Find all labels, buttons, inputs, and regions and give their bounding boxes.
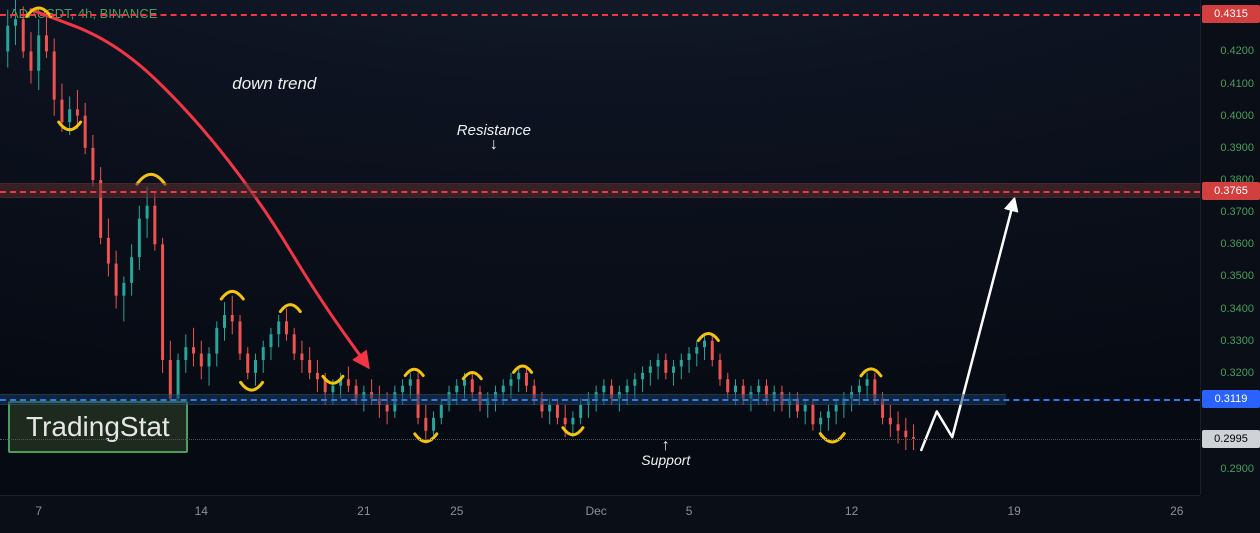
plot-area[interactable]: ADAUSDT, 4h, BINANCE TradingStat down tr…: [0, 0, 1200, 495]
y-tick: 0.3600: [1204, 238, 1260, 250]
x-tick: 12: [845, 504, 858, 518]
x-tick: 21: [357, 504, 370, 518]
y-tick: 0.2900: [1204, 463, 1260, 475]
y-tick: 0.4200: [1204, 45, 1260, 57]
horizontal-level-line: [0, 14, 1200, 16]
y-tick: 0.3400: [1204, 303, 1260, 315]
annotation-label: Resistance↓: [457, 122, 531, 151]
price-tag: 0.2995: [1202, 430, 1260, 448]
price-tag: 0.3119: [1202, 390, 1260, 408]
x-tick: 19: [1008, 504, 1021, 518]
y-tick: 0.3500: [1204, 270, 1260, 282]
y-axis[interactable]: USDT 0.42000.41000.40000.39000.38000.370…: [1200, 0, 1260, 495]
annotation-label: down trend: [232, 74, 316, 94]
x-tick: 5: [686, 504, 693, 518]
y-tick: 0.3300: [1204, 335, 1260, 347]
y-tick: 0.4100: [1204, 78, 1260, 90]
horizontal-level-line: [0, 191, 1200, 193]
horizontal-level-line: [0, 399, 1200, 401]
x-tick: 14: [195, 504, 208, 518]
price-tag: 0.4315: [1202, 5, 1260, 23]
price-tag: 0.3765: [1202, 182, 1260, 200]
chart-root: ADAUSDT, 4h, BINANCE TradingStat down tr…: [0, 0, 1260, 533]
y-tick: 0.3900: [1204, 142, 1260, 154]
y-tick: 0.3700: [1204, 206, 1260, 218]
x-axis[interactable]: 7 14 21 25 Dec 5 12 19 26: [0, 495, 1200, 533]
axis-corner: [1200, 495, 1260, 533]
x-tick: 25: [450, 504, 463, 518]
y-tick: 0.4000: [1204, 110, 1260, 122]
y-tick: 0.3200: [1204, 367, 1260, 379]
x-tick: Dec: [585, 504, 606, 518]
watermark-badge: TradingStat: [8, 401, 188, 453]
x-tick: 26: [1170, 504, 1183, 518]
annotation-label: ↑Support: [641, 440, 690, 468]
last-price-line: [0, 439, 1200, 440]
x-tick: 7: [35, 504, 42, 518]
